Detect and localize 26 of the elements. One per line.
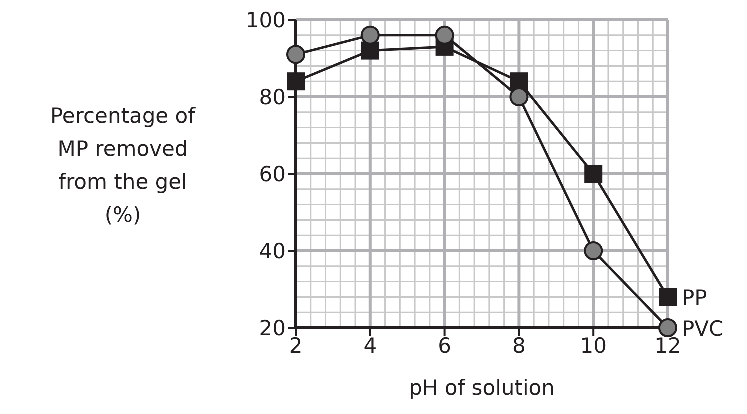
y-tick-label: 40 — [259, 239, 286, 264]
point — [361, 42, 380, 60]
point — [658, 318, 678, 338]
x-tick-label: 12 — [654, 334, 682, 358]
point — [287, 72, 305, 91]
point — [360, 26, 380, 45]
x-tick-label: 6 — [438, 334, 452, 358]
series-label: PVC — [682, 317, 724, 341]
y-tick-label: 100 — [246, 8, 286, 32]
x-tick-label: 4 — [364, 334, 378, 358]
point — [510, 88, 529, 106]
point — [286, 45, 306, 64]
y-axis-title: Percentage of MP removed from the gel (%) — [50, 102, 196, 228]
x-tick-label: 8 — [512, 334, 526, 358]
point — [435, 26, 454, 45]
x-axis-title: pH of solution — [409, 376, 555, 400]
y-tick-label: 20 — [259, 316, 286, 340]
x-tick-label: 2 — [289, 334, 303, 358]
x-tick-label: 10 — [580, 334, 607, 358]
point — [659, 288, 677, 306]
series-label: PP — [682, 286, 708, 310]
point — [584, 242, 604, 260]
y-tick-label: 60 — [259, 162, 286, 186]
y-tick-label: 80 — [259, 85, 286, 110]
point — [510, 72, 528, 91]
point — [584, 165, 603, 183]
